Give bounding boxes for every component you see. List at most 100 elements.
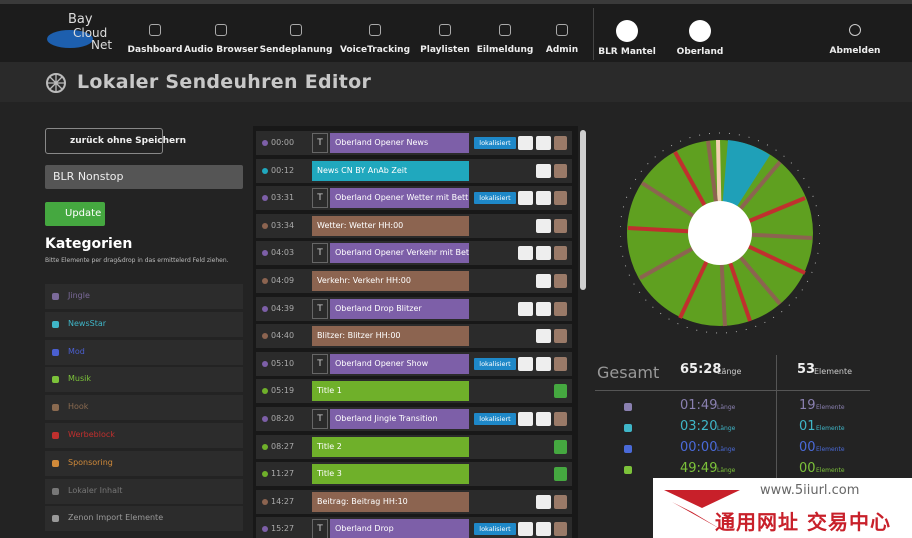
nav-icon[interactable] xyxy=(369,24,381,36)
back-button[interactable]: zurück ohne Speichern xyxy=(45,128,186,154)
category-label[interactable]: Sponsoring xyxy=(68,457,113,467)
eye-button[interactable] xyxy=(518,246,533,261)
row-icon xyxy=(262,167,268,174)
delete-button[interactable] xyxy=(554,218,567,233)
delete-button[interactable] xyxy=(554,329,567,344)
watermark-box xyxy=(653,478,912,538)
delete-button[interactable] xyxy=(554,356,567,371)
delete-button[interactable] xyxy=(554,301,567,316)
tools-button[interactable] xyxy=(536,522,551,537)
delete-button[interactable] xyxy=(554,439,567,454)
tools-button[interactable] xyxy=(536,274,551,288)
element-label[interactable]: Oberland Jingle Transition xyxy=(330,409,469,429)
element-label[interactable]: Beitrag: Beitrag HH:10 xyxy=(312,491,469,512)
nav-icon[interactable] xyxy=(439,24,451,36)
tools-button[interactable] xyxy=(536,301,551,316)
element-label[interactable]: Title 1 xyxy=(312,381,469,402)
eye-button[interactable] xyxy=(518,356,533,371)
nav-icon[interactable] xyxy=(215,24,227,36)
nav-icon[interactable] xyxy=(149,24,161,36)
category-row[interactable] xyxy=(45,284,243,309)
delete-button[interactable] xyxy=(554,467,567,482)
category-label[interactable]: Mod xyxy=(68,346,85,356)
category-icon xyxy=(52,459,59,467)
category-row[interactable] xyxy=(45,339,243,365)
category-label[interactable]: Werbeblock xyxy=(68,430,115,439)
category-row[interactable] xyxy=(45,311,243,337)
delete-button[interactable] xyxy=(554,522,567,537)
eye-button[interactable] xyxy=(518,191,533,206)
element-label[interactable]: Wetter: Wetter HH:00 xyxy=(312,215,469,236)
category-row[interactable] xyxy=(45,506,243,532)
delete-button[interactable] xyxy=(554,163,567,178)
eye-button[interactable] xyxy=(518,301,533,316)
tools-button[interactable] xyxy=(536,191,551,206)
row-time: 05:10 xyxy=(271,358,295,368)
station-logo[interactable] xyxy=(616,20,638,42)
logout-icon[interactable] xyxy=(849,24,861,36)
tools-button[interactable] xyxy=(536,494,551,509)
element-label[interactable]: Verkehr: Verkehr HH:00 xyxy=(312,271,469,291)
tools-button[interactable] xyxy=(536,218,551,233)
eye-button[interactable] xyxy=(518,412,533,426)
element-label[interactable]: Oberland Drop xyxy=(330,519,469,538)
category-label[interactable]: NewsStar xyxy=(68,318,107,328)
delete-button[interactable] xyxy=(554,246,567,261)
nav-icon[interactable] xyxy=(556,24,568,36)
stat-count: 19 xyxy=(799,398,816,413)
delete-button[interactable] xyxy=(554,412,567,426)
delete-button[interactable] xyxy=(554,494,567,509)
eye-button[interactable] xyxy=(518,136,533,150)
nav-item[interactable]: Playlisten xyxy=(420,45,470,55)
nav-item[interactable]: Admin xyxy=(545,45,579,55)
tools-button[interactable] xyxy=(536,412,551,426)
nav-item[interactable]: Dashboard xyxy=(127,45,183,55)
station-name[interactable]: BLR Mantel xyxy=(598,47,656,57)
nav-item[interactable]: Eilmeldung xyxy=(476,45,534,55)
tools-button[interactable] xyxy=(536,163,551,178)
delete-button[interactable] xyxy=(554,191,567,206)
row-icon xyxy=(262,140,268,146)
element-label[interactable]: News CN BY AnAb Zeit xyxy=(312,160,469,181)
tools-button[interactable] xyxy=(536,329,551,344)
type-marker: T xyxy=(312,243,328,264)
name-input[interactable]: BLR Nonstop xyxy=(45,165,243,189)
station-name[interactable]: Oberland xyxy=(676,47,724,57)
tools-button[interactable] xyxy=(536,136,551,150)
stats-title: Gesamt xyxy=(597,363,660,382)
nav-item[interactable]: Sendeplanung xyxy=(259,45,333,55)
element-label[interactable]: Title 2 xyxy=(312,436,469,457)
element-label[interactable]: Oberland Drop Blitzer xyxy=(330,298,469,319)
delete-button[interactable] xyxy=(554,136,567,150)
category-row[interactable] xyxy=(45,478,243,504)
nav-icon[interactable] xyxy=(290,24,302,36)
category-row[interactable] xyxy=(45,450,243,476)
category-label[interactable]: Lokaler Inhalt xyxy=(68,485,123,495)
delete-button[interactable] xyxy=(554,384,567,399)
nav-item[interactable]: Audio Browser xyxy=(184,45,258,55)
element-label[interactable]: Blitzer: Blitzer HH:00 xyxy=(312,326,469,347)
element-label[interactable]: Oberland Opener News xyxy=(330,133,469,153)
update-button[interactable]: Update xyxy=(45,202,105,226)
category-row[interactable] xyxy=(45,395,243,421)
element-label[interactable]: Oberland Opener Wetter mit Bett xyxy=(330,188,469,209)
delete-button[interactable] xyxy=(554,274,567,288)
element-label[interactable]: Title 3 xyxy=(312,464,469,485)
category-label[interactable]: Zenon Import Elemente xyxy=(68,513,164,523)
tools-button[interactable] xyxy=(536,356,551,371)
category-label[interactable]: Jingle xyxy=(68,291,90,300)
element-label[interactable]: Oberland Opener Show xyxy=(330,353,469,374)
stat-count-unit: Elemente xyxy=(816,425,845,432)
element-label[interactable]: Oberland Opener Verkehr mit Bett xyxy=(330,243,469,264)
eye-button[interactable] xyxy=(518,522,533,537)
tools-button[interactable] xyxy=(536,246,551,261)
category-row[interactable] xyxy=(45,367,243,393)
category-label[interactable]: Musik xyxy=(68,374,91,384)
logout[interactable]: Abmelden xyxy=(829,46,881,56)
nav-icon[interactable] xyxy=(499,24,511,36)
station-logo[interactable] xyxy=(689,20,711,42)
category-label[interactable]: Hook xyxy=(68,402,89,412)
category-row[interactable] xyxy=(45,423,243,448)
nav-item[interactable]: VoiceTracking xyxy=(339,45,411,55)
row-icon xyxy=(262,388,268,395)
